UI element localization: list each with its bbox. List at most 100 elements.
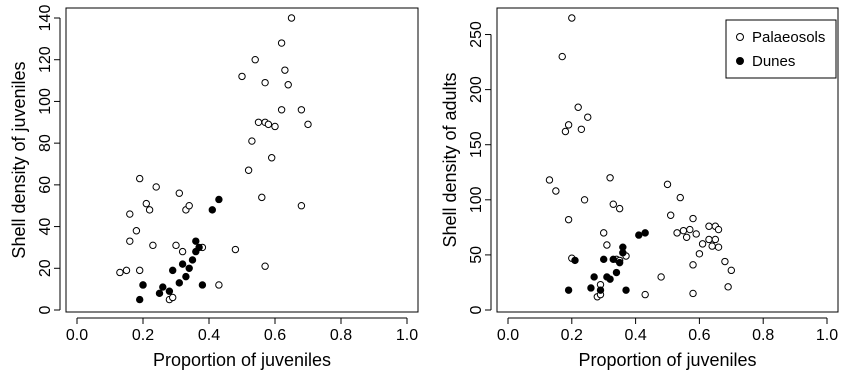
palaeosols-point	[304, 120, 312, 129]
palaeosols-point	[686, 225, 694, 234]
dunes-point	[182, 272, 190, 281]
palaeosols-point	[673, 229, 681, 237]
y-tick-label: 40	[37, 218, 54, 236]
y-tick-label: 100	[468, 186, 485, 213]
palaeosols-point	[277, 106, 286, 114]
dunes-point	[139, 281, 147, 289]
dunes-point	[609, 255, 617, 264]
palaeosols-point	[584, 113, 592, 121]
palaeosols-point	[261, 78, 269, 87]
palaeosols-point	[580, 196, 589, 204]
palaeosols-point	[727, 266, 735, 275]
palaeosols-point	[136, 174, 144, 183]
palaeosols-point	[574, 103, 582, 111]
y-tick-label: 80	[37, 134, 54, 152]
dunes-point	[571, 256, 579, 265]
palaeosols-point	[545, 176, 554, 184]
palaeosols-point	[564, 121, 573, 129]
dunes-point	[188, 256, 197, 264]
dunes-point	[622, 286, 630, 294]
palaeosols-point	[116, 268, 124, 277]
palaeosols-point	[284, 81, 292, 89]
palaeosols-point	[126, 210, 134, 218]
palaeosols-point	[145, 206, 154, 214]
x-tick-label: 0.4	[198, 327, 220, 344]
palaeosols-point	[676, 193, 684, 202]
palaeosols-point	[175, 189, 184, 197]
palaeosols-point	[714, 243, 723, 251]
palaeosols-point	[264, 120, 273, 129]
palaeosols-point	[297, 202, 306, 210]
dunes-point	[215, 195, 223, 204]
palaeosols-point	[268, 154, 276, 162]
dunes-point	[612, 268, 621, 277]
palaeosols-point	[126, 237, 134, 245]
dunes-point	[178, 260, 187, 268]
palaeosols-point	[564, 215, 573, 224]
palaeosols-point	[136, 266, 144, 275]
palaeosols-point	[238, 72, 246, 81]
dunes-point	[169, 266, 177, 275]
palaeosols-point	[698, 240, 707, 248]
dunes-point	[635, 231, 643, 239]
palaeosols-point	[603, 241, 611, 249]
dunes-point	[596, 286, 605, 294]
x-tick-label: 0.6	[264, 327, 286, 344]
x-tick-label: 0.4	[624, 327, 646, 344]
palaeosols-point	[606, 174, 614, 182]
dunes-point	[606, 275, 614, 283]
dunes-point	[615, 258, 624, 267]
palaeosols-point	[297, 106, 306, 114]
palaeosols-point	[568, 14, 576, 22]
plot-frame	[496, 7, 839, 313]
x-tick-label: 0.0	[497, 327, 519, 344]
palaeosols-point	[721, 257, 729, 266]
palaeosols-point	[689, 214, 697, 223]
y-tick-label: 0	[468, 305, 485, 314]
palaeosols-point	[558, 52, 566, 61]
x-tick-label: 1.0	[816, 327, 838, 344]
y-tick-label: 140	[37, 5, 54, 32]
dunes-point	[185, 264, 193, 272]
palaeosols-point	[169, 293, 177, 302]
y-tick-label: 200	[468, 76, 485, 103]
x-tick-label: 0.2	[132, 327, 154, 344]
x-tick-label: 0.8	[752, 327, 774, 344]
palaeosols-point	[254, 118, 263, 126]
palaeosols-point	[689, 289, 697, 298]
dunes-point	[564, 286, 573, 294]
palaeosols-point	[132, 227, 141, 235]
palaeosols-point	[663, 180, 672, 189]
dunes-point	[155, 289, 164, 298]
palaeosols-point	[695, 250, 704, 258]
palaeosols-point	[152, 183, 160, 191]
dunes-point	[590, 273, 598, 281]
palaeosols-point	[577, 125, 586, 133]
palaeosols-point	[261, 262, 269, 270]
palaeosols-point	[251, 56, 259, 64]
y-tick-label: 50	[468, 246, 485, 264]
palaeosols-point	[689, 261, 697, 269]
palaeosols-point	[609, 200, 617, 208]
palaeosols-point	[122, 266, 131, 275]
palaeosols-point	[248, 137, 256, 145]
palaeosols-point	[185, 202, 193, 210]
y-tick-label: 250	[468, 21, 485, 48]
y-axis-title: Shell density of adults	[440, 72, 460, 247]
dunes-point	[619, 249, 627, 257]
x-tick-label: 0.0	[66, 327, 88, 344]
palaeosols-point	[142, 199, 151, 208]
x-tick-label: 1.0	[396, 327, 418, 344]
palaeosols-point	[615, 204, 624, 213]
scatter-plot-right: 0.0 0.2 0.4 0.6 0.8 1.0 0 50 100 150 200 250 Proport…	[440, 7, 839, 370]
palaeosols-point	[666, 211, 675, 219]
x-axis-title: Proportion of juveniles	[578, 350, 756, 370]
dunes-point	[136, 295, 144, 304]
dunes-point	[192, 237, 200, 245]
plot-frame	[65, 7, 419, 313]
y-tick-label: 0	[37, 305, 54, 314]
palaeosols-point	[714, 225, 723, 234]
palaeosols-point	[705, 222, 713, 230]
legend-dunes-marker	[736, 57, 744, 65]
palaeosols-point	[215, 281, 223, 289]
